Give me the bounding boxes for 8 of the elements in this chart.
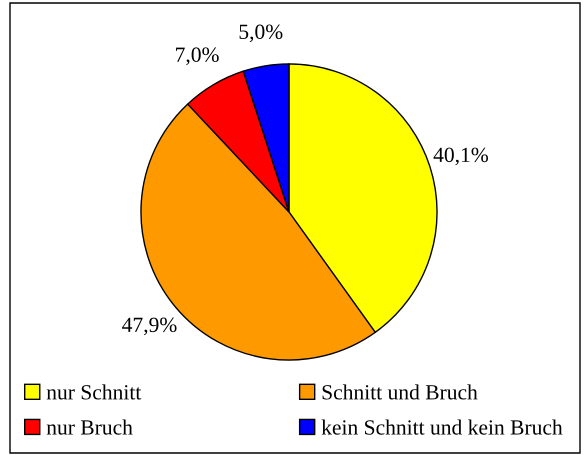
legend-label: kein Schnitt und kein Bruch [322, 420, 562, 435]
data-label: 40,1% [434, 148, 488, 166]
legend-label: nur Schnitt [46, 384, 142, 400]
data-label: 5,0% [240, 24, 282, 42]
data-label: 7,0% [176, 47, 219, 66]
data-label: 47,9% [122, 318, 177, 336]
legend-label: Schnitt und Bruch [322, 384, 478, 400]
legend-label: nur Bruch [46, 420, 133, 435]
